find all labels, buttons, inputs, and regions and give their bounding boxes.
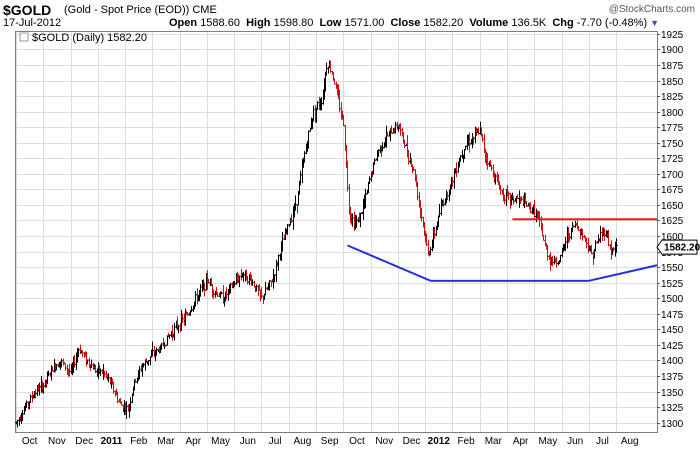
x-tick-label: May — [538, 436, 557, 447]
y-tick-label: 1625 — [661, 216, 684, 227]
y-tick-label: 1725 — [661, 154, 684, 165]
y-tick-label: 1775 — [661, 123, 684, 134]
y-tick-label: 1400 — [661, 356, 684, 367]
y-axis-labels: 1300 1325 1350 1375 1400 1425 1450 1475 1500 1525… — [661, 30, 684, 430]
x-tick-label: May — [211, 436, 230, 447]
y-tick-label: 1375 — [661, 372, 684, 383]
brand-watermark: @StockCharts.com — [608, 4, 695, 15]
ohlc-bars — [15, 60, 618, 428]
y-tick-label: 1525 — [661, 279, 684, 290]
x-tick-label: Jun — [240, 436, 256, 447]
chart-legend: $GOLD (Daily) 1582.20 — [19, 32, 147, 44]
volume-label: Volume — [469, 17, 509, 29]
x-tick-label: 2012 — [428, 436, 451, 447]
y-tick-label: 1700 — [661, 170, 684, 181]
y-tick-label: 1900 — [661, 45, 684, 56]
chart-symbol: $GOLD — [3, 2, 52, 18]
y-tick-label: 1925 — [661, 30, 684, 41]
last-price-marker: 1582.20 — [656, 239, 700, 255]
quote-row: 17-Jul-2012 Open 1588.60 High 1598.80 Lo… — [3, 17, 697, 30]
low-value: 1571.00 — [344, 17, 385, 29]
y-tick-label: 1450 — [661, 325, 684, 336]
y-tick-label: 1500 — [661, 294, 684, 305]
y-tick-label: 1600 — [661, 232, 684, 243]
x-tick-label: Mar — [485, 436, 503, 447]
x-tick-label: 2011 — [101, 436, 123, 447]
x-axis-labels: Oct Nov Dec 2011 Feb Mar Apr May Jun Jul Aug Sep Oct… — [22, 436, 639, 447]
y-tick-label: 1325 — [661, 403, 684, 414]
trend-annotations — [347, 218, 658, 282]
x-tick-label: Oct — [22, 436, 38, 447]
y-tick-label: 1850 — [661, 77, 684, 88]
y-tick-label: 1675 — [661, 185, 684, 196]
support-line — [588, 264, 658, 282]
volume-value: 136.5K — [511, 17, 547, 29]
x-tick-label: Feb — [457, 436, 475, 447]
high-value: 1598.80 — [273, 17, 314, 29]
quote-date: 17-Jul-2012 — [3, 17, 62, 29]
close-value: 1582.20 — [423, 17, 464, 29]
x-tick-label: Jul — [269, 436, 282, 447]
last-price-label: 1582.20 — [664, 243, 700, 254]
x-tick-label: Aug — [294, 436, 312, 447]
x-tick-label: Jul — [596, 436, 609, 447]
chg-label: Chg — [552, 17, 574, 29]
support-line — [347, 244, 431, 282]
close-label: Close — [390, 17, 421, 29]
grid-lines — [16, 32, 660, 432]
y-tick-label: 1750 — [661, 139, 684, 150]
low-label: Low — [319, 17, 342, 29]
y-tick-label: 1425 — [661, 341, 684, 352]
open-label: Open — [169, 17, 198, 29]
x-tick-label: Nov — [375, 436, 393, 447]
x-tick-label: Dec — [75, 436, 93, 447]
x-tick-label: Aug — [621, 436, 639, 447]
x-tick-label: Apr — [186, 436, 202, 447]
y-tick-label: 1825 — [661, 92, 684, 103]
y-tick-label: 1875 — [661, 61, 684, 72]
open-value: 1588.60 — [200, 17, 240, 29]
x-tick-label: Jun — [567, 436, 583, 447]
y-tick-label: 1800 — [661, 108, 684, 119]
x-tick-label: Apr — [513, 436, 529, 447]
x-tick-label: Nov — [48, 436, 66, 447]
ohlc-summary: Open 1588.60 High 1598.80 Low 1571.00 Cl… — [169, 17, 659, 29]
x-tick-label: Sep — [321, 436, 339, 447]
dropdown-arrow-icon[interactable]: ▼ — [650, 18, 660, 28]
chg-value: -7.70 (-0.48%) — [576, 17, 648, 29]
y-tick-label: 1475 — [661, 310, 684, 321]
x-tick-label: Dec — [403, 436, 421, 447]
last-price-box — [656, 239, 698, 255]
x-tick-label: Feb — [130, 436, 148, 447]
plot-area — [15, 31, 658, 433]
y-tick-label: 1650 — [661, 201, 684, 212]
high-label: High — [246, 17, 271, 29]
y-tick-label: 1550 — [661, 263, 684, 274]
legend-text: $GOLD (Daily) 1582.20 — [32, 32, 147, 44]
chart-description: (Gold - Spot Price (EOD)) CME — [64, 4, 217, 16]
x-tick-label: Mar — [157, 436, 175, 447]
y-tick-label: 1350 — [661, 388, 684, 399]
chart-header: $GOLD (Gold - Spot Price (EOD)) CME @Sto… — [3, 2, 697, 18]
legend-swatch-icon — [19, 32, 29, 42]
y-tick-label: 1300 — [661, 419, 684, 430]
x-tick-label: Oct — [349, 436, 365, 447]
